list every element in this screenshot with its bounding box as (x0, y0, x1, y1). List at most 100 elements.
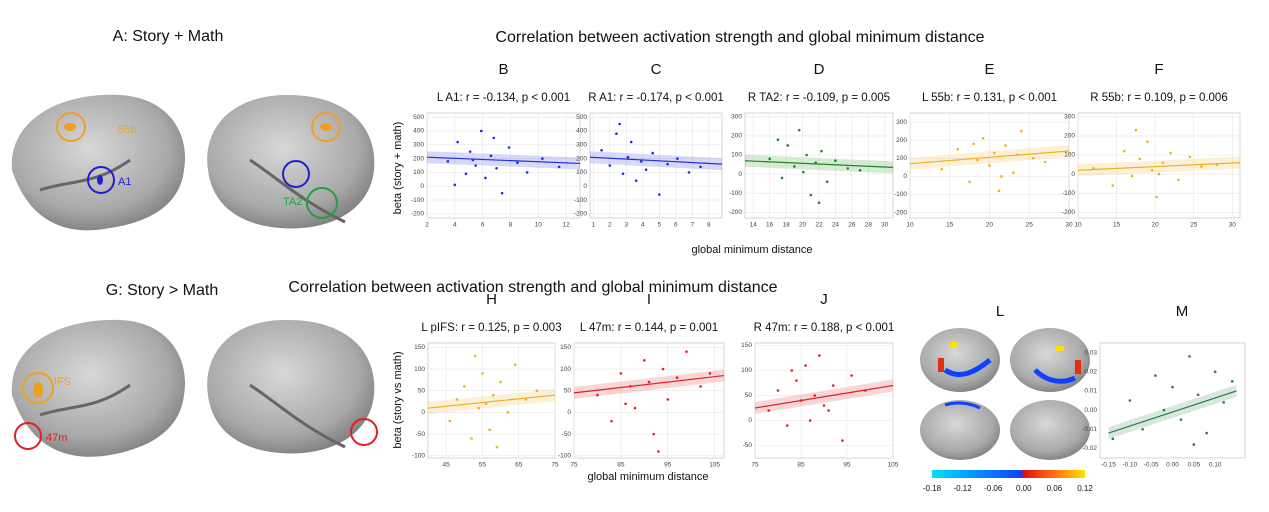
y-tick-label: -100 (558, 453, 571, 460)
panel-letter: E (984, 61, 994, 78)
x-tick-label: 5 (657, 222, 661, 229)
point (492, 393, 495, 397)
fit-line (754, 384, 894, 409)
x-tick-label: 0.00 (1166, 462, 1179, 469)
point (639, 160, 643, 163)
point (699, 385, 702, 388)
point (647, 380, 651, 384)
y-tick-label: 0.01 (1084, 388, 1097, 395)
fit-line (1077, 162, 1241, 171)
point (541, 157, 544, 160)
fit-line (1108, 390, 1237, 434)
y-tick-label: 150 (414, 344, 425, 351)
y-tick-label: 200 (731, 133, 742, 140)
y-tick-label: 0 (1071, 171, 1075, 178)
point (831, 384, 835, 387)
point (492, 136, 496, 140)
x-axis-label: global minimum distance (691, 244, 812, 256)
point (557, 165, 561, 169)
x-tick-label: 95 (843, 462, 851, 469)
point (477, 406, 481, 410)
x-tick-label: 75 (570, 462, 578, 469)
point (814, 161, 818, 164)
plot-area (754, 342, 894, 459)
point (1188, 155, 1192, 159)
point (499, 380, 502, 384)
y-tick-label: 300 (1064, 114, 1075, 121)
point (956, 147, 959, 151)
point (1122, 149, 1126, 153)
point (997, 189, 1001, 193)
point (1169, 151, 1172, 155)
point (456, 140, 459, 144)
region-label: IFS (54, 376, 71, 388)
panel-title: L 55b: r = 0.131, p < 0.001 (922, 92, 1057, 104)
point (1154, 374, 1157, 377)
panel-title: R 55b: r = 0.109, p = 0.006 (1090, 92, 1227, 104)
x-tick-label: 20 (799, 222, 807, 229)
point (780, 176, 784, 180)
point (1155, 195, 1158, 199)
point (462, 385, 466, 388)
point (1179, 418, 1183, 421)
y-tick-label: 100 (1064, 152, 1075, 159)
point (600, 149, 603, 152)
plot-area (427, 342, 556, 459)
point (1000, 175, 1003, 178)
panel-letter: C (651, 61, 662, 78)
point (1111, 184, 1115, 187)
x-tick-label: 26 (848, 222, 856, 229)
point (470, 437, 473, 440)
point (468, 150, 472, 153)
point (776, 138, 780, 142)
point (464, 172, 468, 176)
point (981, 137, 985, 140)
y-tick-label: 0.03 (1084, 349, 1097, 356)
panel-title: R 47m: r = 0.188, p < 0.001 (754, 322, 895, 334)
point (1200, 165, 1203, 168)
y-tick-label: -200 (574, 211, 587, 218)
y-tick-label: -200 (1062, 209, 1075, 216)
point (1230, 380, 1234, 383)
region-label: 55b (118, 124, 136, 136)
y-tick-label: -100 (729, 190, 742, 197)
point (621, 172, 625, 176)
y-tick-label: 200 (896, 137, 907, 144)
point (790, 369, 794, 372)
point (976, 158, 979, 162)
y-tick-label: 50 (745, 392, 753, 399)
x-tick-label: 105 (709, 462, 720, 469)
y-tick-label: -50 (743, 442, 753, 449)
y-tick-label: -100 (411, 197, 424, 204)
point (633, 406, 637, 410)
x-tick-label: 20 (986, 222, 994, 229)
y-tick-label: 300 (896, 119, 907, 126)
x-tick-label: 4 (641, 222, 645, 229)
point (658, 193, 661, 196)
point (513, 363, 517, 366)
point (629, 140, 633, 144)
region-label: TA2 (283, 196, 302, 208)
title-top: Correlation between activation strength … (495, 29, 984, 46)
x-tick-label: 20 (1152, 222, 1160, 229)
point (448, 419, 452, 423)
y-tick-label: 0 (420, 183, 424, 190)
point (507, 146, 511, 149)
point (1012, 171, 1015, 175)
x-tick-label: 6 (481, 222, 485, 229)
point (495, 445, 499, 449)
x-tick-label: 30 (1229, 222, 1237, 229)
point (805, 153, 808, 157)
panel-letter: D (814, 61, 825, 78)
fit-line (909, 150, 1070, 165)
point (1111, 437, 1115, 441)
plot-area (1077, 112, 1241, 219)
x-tick-label: 45 (443, 462, 451, 469)
point (676, 157, 679, 160)
x-tick-label: 18 (782, 222, 790, 229)
y-tick-label: 100 (741, 367, 752, 374)
x-tick-label: 12 (562, 222, 570, 229)
x-axis-label: global minimum distance (587, 471, 708, 483)
x-tick-label: 1 (591, 222, 595, 229)
